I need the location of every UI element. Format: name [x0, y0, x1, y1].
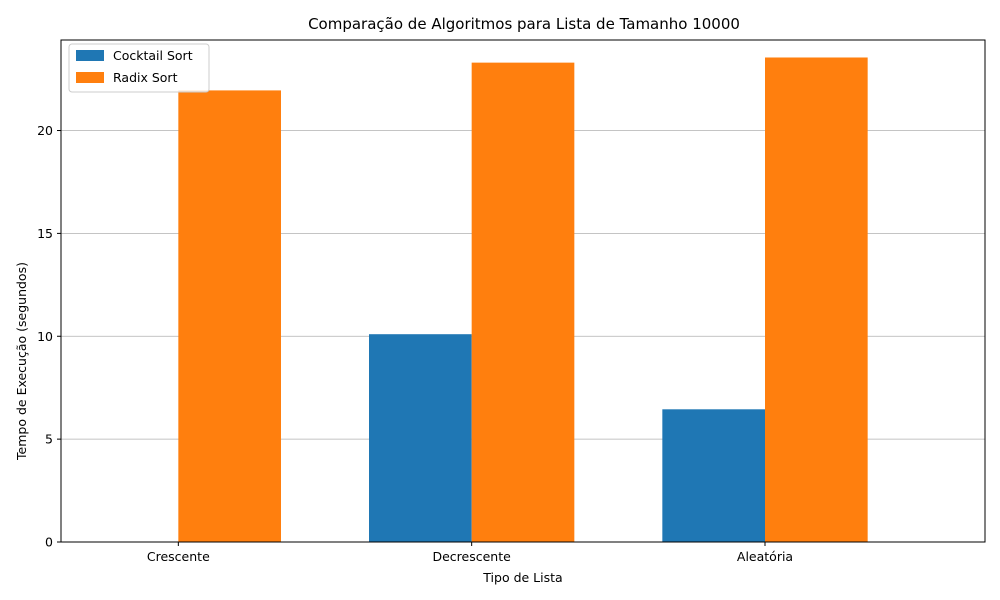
y-tick-label: 15 — [37, 226, 53, 241]
y-tick-label: 10 — [37, 329, 53, 344]
y-axis-title: Tempo de Execução (segundos) — [14, 262, 29, 461]
x-tick-label: Aleatória — [737, 549, 793, 564]
legend-label: Radix Sort — [113, 70, 178, 85]
bar-radix-sort-0 — [178, 90, 281, 543]
legend-swatch — [76, 72, 104, 83]
x-tick-label: Decrescente — [432, 549, 511, 564]
bar-cocktail-sort-1 — [369, 334, 472, 542]
x-axis-title: Tipo de Lista — [482, 570, 562, 585]
y-tick-label: 20 — [37, 123, 53, 138]
bar-cocktail-sort-2 — [662, 409, 765, 542]
bar-radix-sort-1 — [471, 62, 575, 542]
axes — [60, 39, 986, 543]
bars — [75, 57, 868, 543]
chart-title: Comparação de Algoritmos para Lista de T… — [308, 15, 740, 33]
y-tick-label: 5 — [45, 432, 53, 447]
bar-radix-sort-2 — [765, 57, 868, 543]
legend: Cocktail Sort Radix Sort — [68, 43, 210, 93]
ticks: 0 5 10 15 20 Crescente Decrescente Aleatória — [37, 123, 793, 564]
y-tick-label: 0 — [45, 535, 53, 550]
legend-swatch — [76, 50, 104, 61]
x-tick-label: Crescente — [147, 549, 210, 564]
plot-frame — [60, 39, 986, 543]
legend-label: Cocktail Sort — [113, 48, 193, 63]
